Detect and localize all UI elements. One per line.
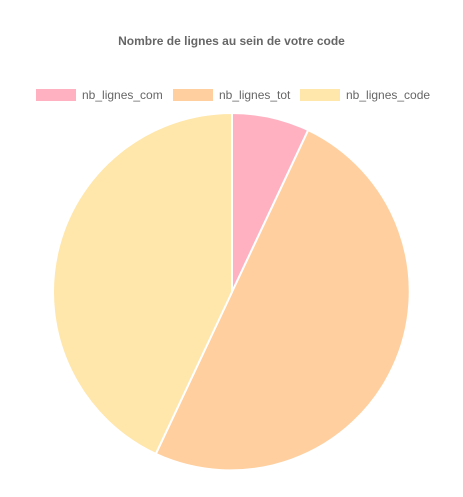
- chart-legend: nb_lignes_com nb_lignes_tot nb_lignes_co…: [0, 87, 463, 103]
- legend-swatch-nb-lignes-com: [36, 89, 76, 101]
- legend-item-nb-lignes-com[interactable]: nb_lignes_com: [36, 87, 163, 103]
- legend-label-nb-lignes-code: nb_lignes_code: [346, 88, 431, 102]
- legend-label-nb-lignes-com: nb_lignes_com: [82, 88, 163, 102]
- legend-swatch-nb-lignes-tot: [173, 89, 213, 101]
- legend-label-nb-lignes-tot: nb_lignes_tot: [219, 88, 291, 102]
- pie-slice-nb-lignes-tot[interactable]: [154, 129, 411, 472]
- legend-item-nb-lignes-code[interactable]: nb_lignes_code: [300, 87, 430, 103]
- pie-slice-nb-lignes-code[interactable]: [52, 112, 233, 455]
- chart-title: Nombre de lignes au sein de votre code: [118, 34, 345, 48]
- legend-swatch-nb-lignes-code: [300, 89, 340, 101]
- legend-item-nb-lignes-tot[interactable]: nb_lignes_tot: [173, 87, 290, 103]
